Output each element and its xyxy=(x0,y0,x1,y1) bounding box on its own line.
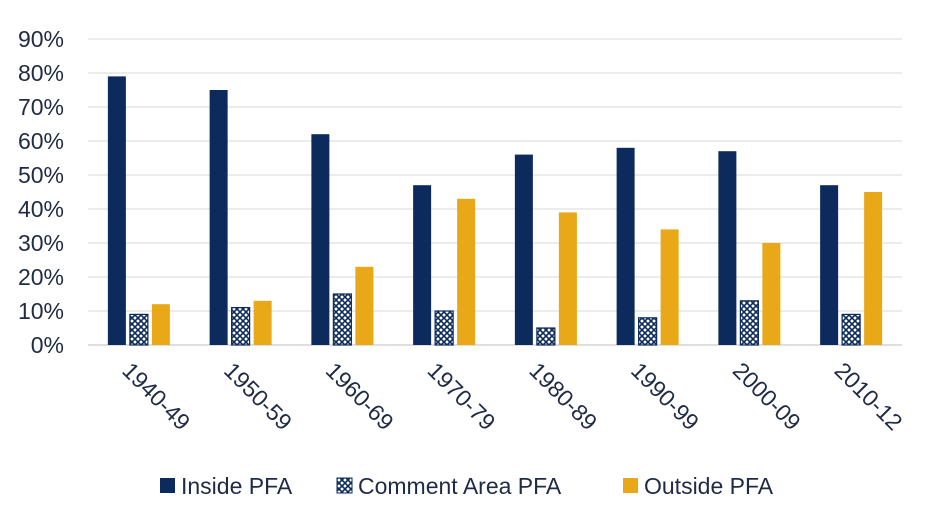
y-tick-label: 40% xyxy=(18,196,64,222)
y-tick-label: 10% xyxy=(18,298,64,324)
x-axis-tick-labels: 1940-49 1950-59 1960-69 1970-79 1980-89 1990-… xyxy=(117,357,907,435)
bars xyxy=(107,76,883,346)
legend: Inside PFA Comment Area PFA Outside PFA xyxy=(160,473,774,499)
legend-label: Inside PFA xyxy=(181,473,293,499)
y-tick-label: 30% xyxy=(18,230,64,256)
y-tick-label: 70% xyxy=(18,94,64,120)
bar-inside-pfa xyxy=(616,147,635,345)
x-tick-label: 1940-49 xyxy=(117,357,195,435)
y-tick-label: 60% xyxy=(18,128,64,154)
bar-comment-area-pfa xyxy=(332,293,352,346)
bar-comment-area-pfa xyxy=(231,307,251,346)
bar-outside-pfa xyxy=(558,212,577,345)
y-tick-label: 0% xyxy=(31,332,64,358)
y-axis-tick-labels: 0% 10% 20% 30% 40% 50% 60% 70% 80% 90% xyxy=(18,26,64,358)
x-tick-label: 1950-59 xyxy=(219,357,297,435)
bar-outside-pfa xyxy=(355,266,374,345)
bar-inside-pfa xyxy=(413,185,432,345)
bar-outside-pfa xyxy=(762,243,781,345)
y-tick-label: 50% xyxy=(18,162,64,188)
bar-comment-area-pfa xyxy=(841,313,861,346)
y-tick-label: 90% xyxy=(18,26,64,52)
bar-inside-pfa xyxy=(514,154,533,345)
bar-inside-pfa xyxy=(107,76,126,346)
legend-swatch xyxy=(160,478,175,493)
x-tick-label: 2000-09 xyxy=(728,357,806,435)
bar-outside-pfa xyxy=(151,304,170,345)
bar-outside-pfa xyxy=(660,229,679,345)
x-tick-label: 1980-89 xyxy=(524,357,602,435)
x-tick-label: 1990-99 xyxy=(626,357,704,435)
bar-outside-pfa xyxy=(864,192,883,345)
bar-inside-pfa xyxy=(718,151,737,345)
bar-inside-pfa xyxy=(209,90,228,345)
bar-inside-pfa xyxy=(820,185,839,345)
bar-comment-area-pfa xyxy=(434,310,454,346)
bar-comment-area-pfa xyxy=(536,327,556,346)
x-tick-label: 2010-12 xyxy=(830,357,908,435)
legend-swatch xyxy=(336,477,353,494)
bar-comment-area-pfa xyxy=(638,317,658,346)
bar-comment-area-pfa xyxy=(739,300,759,346)
y-tick-label: 80% xyxy=(18,60,64,86)
bar-comment-area-pfa xyxy=(129,313,149,346)
bar-inside-pfa xyxy=(311,134,330,345)
x-tick-label: 1960-69 xyxy=(321,357,399,435)
legend-label: Comment Area PFA xyxy=(358,473,562,499)
y-tick-label: 20% xyxy=(18,264,64,290)
x-tick-label: 1970-79 xyxy=(423,357,501,435)
bar-outside-pfa xyxy=(253,300,272,345)
legend-swatch xyxy=(623,478,638,493)
legend-label: Outside PFA xyxy=(644,473,774,499)
bar-outside-pfa xyxy=(457,198,476,345)
